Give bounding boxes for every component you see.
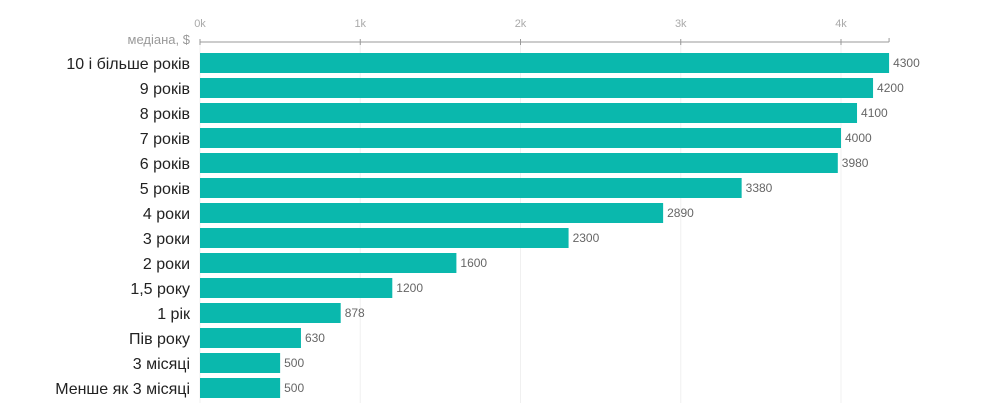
data-label: 3980 <box>842 156 869 170</box>
category-label: 10 і більше років <box>66 56 190 73</box>
x-tick-label: 2k <box>515 18 527 30</box>
category-label: Пів року <box>129 331 190 348</box>
category-label: 7 років <box>140 131 190 148</box>
bar <box>200 203 664 223</box>
category-label: 1,5 року <box>130 281 190 298</box>
data-label: 500 <box>284 381 304 395</box>
category-label: Менше як 3 місяці <box>55 381 190 398</box>
data-label: 4200 <box>877 81 904 95</box>
category-label: 5 років <box>140 181 190 198</box>
x-tick-label: 3k <box>675 18 687 30</box>
bar <box>200 253 457 273</box>
bar <box>200 303 341 323</box>
data-label: 2890 <box>667 206 694 220</box>
data-label: 2300 <box>573 231 600 245</box>
x-axis-label: медіана, $ <box>128 32 191 47</box>
data-label: 4000 <box>845 131 872 145</box>
bar <box>200 353 281 373</box>
bar <box>200 78 874 98</box>
bar <box>200 178 742 198</box>
bar <box>200 53 890 73</box>
category-label: 8 років <box>140 106 190 123</box>
category-label: 3 роки <box>143 231 190 248</box>
data-label: 500 <box>284 356 304 370</box>
category-label: 1 рік <box>157 306 191 323</box>
x-tick-label: 4k <box>835 18 847 30</box>
data-label: 1200 <box>396 281 423 295</box>
data-label: 4300 <box>893 56 920 70</box>
data-label: 3380 <box>746 181 773 195</box>
bar <box>200 153 838 173</box>
data-label: 878 <box>345 306 365 320</box>
x-tick-label: 1k <box>354 18 366 30</box>
category-label: 9 років <box>140 81 190 98</box>
data-label: 4100 <box>861 106 888 120</box>
category-label: 6 років <box>140 156 190 173</box>
category-label: 3 місяці <box>133 356 190 373</box>
bar <box>200 328 301 348</box>
x-tick-label: 0k <box>194 18 206 30</box>
bar <box>200 378 281 398</box>
bar <box>200 103 858 123</box>
bar <box>200 228 569 248</box>
category-label: 4 роки <box>143 206 190 223</box>
data-label: 1600 <box>460 256 487 270</box>
bar <box>200 128 841 148</box>
bar <box>200 278 393 298</box>
category-label: 2 роки <box>143 256 190 273</box>
data-label: 630 <box>305 331 325 345</box>
